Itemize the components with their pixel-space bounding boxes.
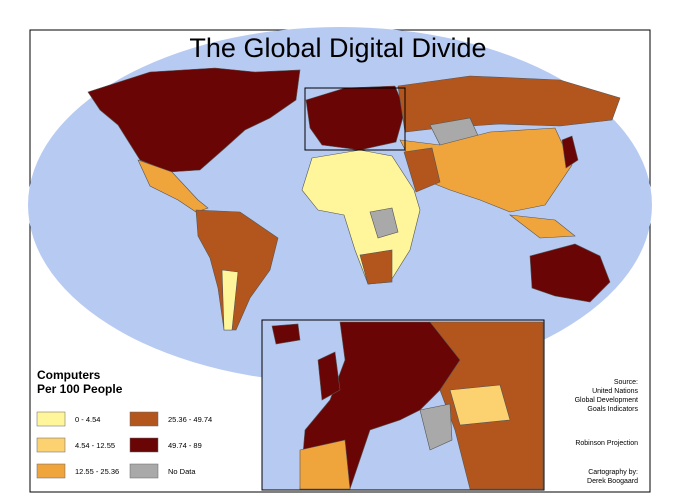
legend-swatch [36, 437, 66, 453]
legend-label: 25.36 - 49.74 [168, 415, 212, 424]
ukraine [449, 384, 511, 426]
iberia [299, 439, 351, 490]
indonesia [508, 214, 576, 239]
notes: Source: United Nations Global Development G… [575, 379, 639, 485]
legend-swatch [129, 437, 159, 453]
legend-label: 0 - 4.54 [75, 415, 100, 424]
map-title: The Global Digital Divide [189, 33, 486, 63]
legend-swatch [129, 411, 159, 427]
russia [397, 75, 621, 133]
legend-label: 12.55 - 25.36 [75, 467, 119, 476]
legend-title: Computers [37, 368, 101, 382]
continents [87, 67, 621, 331]
legend-swatch [129, 463, 159, 479]
legend-title: Per 100 People [37, 382, 123, 396]
legend-label: No Data [168, 467, 196, 476]
japan [561, 135, 579, 169]
europe-inset [261, 319, 545, 491]
credit-note: Cartography by: [588, 469, 638, 476]
iceland [271, 323, 301, 345]
projection-note: Robinson Projection [575, 440, 638, 447]
legend-label: 4.54 - 12.55 [75, 441, 115, 450]
credit-note: Derek Boogaard [587, 478, 638, 485]
north-america [87, 67, 301, 173]
southern-africa [359, 249, 393, 285]
australia [529, 243, 611, 303]
europe [305, 85, 406, 151]
south-america [195, 209, 279, 331]
legend-label: 49.74 - 89 [168, 441, 202, 450]
source-note: United Nations [592, 388, 638, 395]
source-note: Source: [614, 379, 638, 386]
source-note: Goals Indicators [587, 406, 638, 413]
africa-no-data [369, 207, 399, 239]
asia [399, 127, 573, 213]
source-note: Global Development [575, 397, 638, 404]
legend-swatch [36, 463, 66, 479]
chile-argentina [221, 269, 239, 331]
balkans-no-data [419, 403, 453, 451]
legend-swatch [36, 411, 66, 427]
middle-east [403, 147, 441, 193]
britain [317, 351, 341, 401]
inset-locator [304, 87, 406, 151]
